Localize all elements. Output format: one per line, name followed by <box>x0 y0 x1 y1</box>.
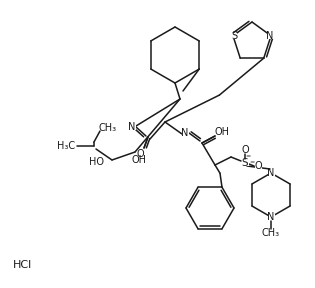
Bar <box>267 170 274 176</box>
Bar <box>59 143 73 149</box>
Bar <box>14 261 30 269</box>
Text: CH₃: CH₃ <box>262 228 280 238</box>
Text: =: = <box>245 154 251 159</box>
Bar <box>264 230 278 236</box>
Text: HCl: HCl <box>12 260 32 270</box>
Bar <box>242 147 249 153</box>
Bar <box>231 33 238 39</box>
Text: HO: HO <box>89 157 104 167</box>
Text: OH: OH <box>215 127 230 137</box>
Text: O: O <box>241 145 249 155</box>
Bar <box>242 160 249 166</box>
Bar <box>266 33 273 39</box>
Text: OH: OH <box>131 155 146 165</box>
Text: N: N <box>267 168 275 178</box>
Bar <box>133 157 145 163</box>
Bar <box>255 163 261 169</box>
Text: N: N <box>181 128 189 138</box>
Bar <box>90 159 102 165</box>
Text: S: S <box>242 158 248 168</box>
Bar <box>101 125 115 131</box>
Text: =: = <box>249 160 254 166</box>
Text: S: S <box>231 31 237 41</box>
Bar <box>267 214 274 220</box>
Bar <box>181 130 188 136</box>
Bar <box>136 151 144 157</box>
Text: O: O <box>136 149 144 159</box>
Text: H₃C: H₃C <box>57 141 75 151</box>
Text: N: N <box>267 212 275 222</box>
Text: N: N <box>266 31 274 41</box>
Text: N: N <box>128 122 136 132</box>
Bar <box>216 129 228 135</box>
Text: O: O <box>254 161 262 171</box>
Bar <box>129 124 135 130</box>
Text: CH₃: CH₃ <box>99 123 117 133</box>
